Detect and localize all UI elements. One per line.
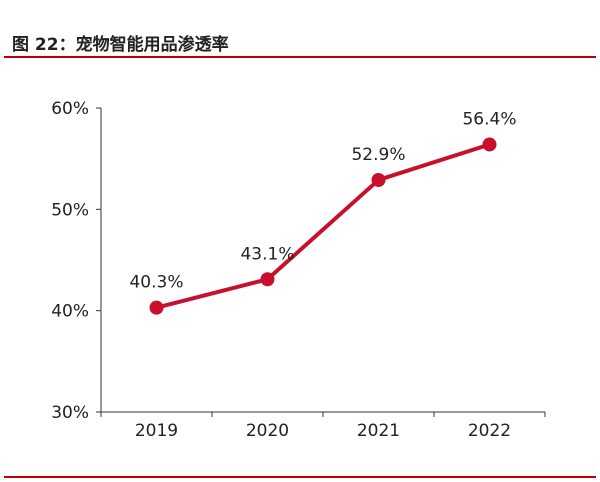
x-tick-label: 2021 <box>357 421 400 441</box>
data-point <box>260 272 275 287</box>
data-label: 40.3% <box>129 273 183 293</box>
data-point <box>482 137 497 152</box>
x-tick-label: 2019 <box>135 421 178 441</box>
data-point <box>371 172 386 187</box>
title-rule <box>4 56 596 58</box>
series-line <box>156 142 491 310</box>
data-point <box>149 300 164 315</box>
y-tick-label: 30% <box>51 403 89 423</box>
x-tick-label: 2022 <box>468 421 511 441</box>
y-tick-label: 40% <box>51 302 89 322</box>
y-tick-label: 50% <box>51 200 89 220</box>
data-label: 43.1% <box>240 244 294 264</box>
figure-title: 图 22：宠物智能用品渗透率 <box>12 35 229 55</box>
bottom-rule <box>4 476 596 478</box>
y-tick-label: 60% <box>51 99 89 119</box>
x-tick-label: 2020 <box>246 421 289 441</box>
data-label: 56.4% <box>462 109 516 129</box>
data-label: 52.9% <box>351 145 405 165</box>
